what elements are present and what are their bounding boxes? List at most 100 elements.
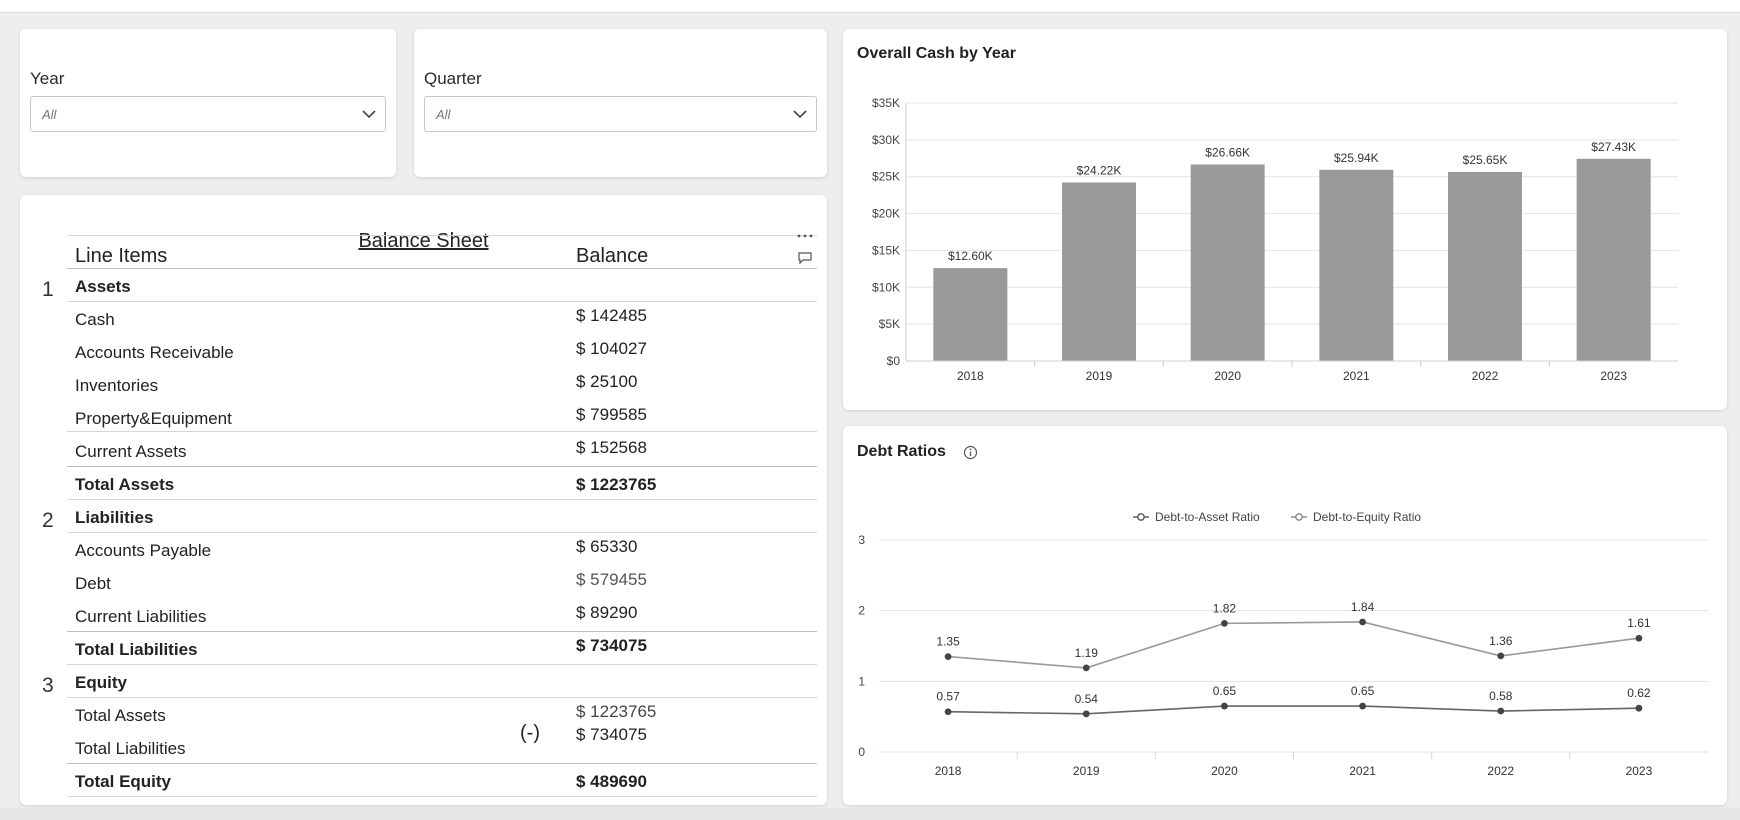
cash-bar-chart: $0 $5K $10K $15K $20K $25K $30K $35K $12.60K 2018… <box>872 96 1678 383</box>
column-header-balance[interactable]: Balance <box>576 245 649 267</box>
data-point <box>944 708 952 716</box>
ellipsis-icon[interactable] <box>796 232 814 240</box>
y-tick-label: $10K <box>872 280 900 294</box>
total-row[interactable]: Total Liabilities $ 734075 <box>75 636 647 659</box>
data-label: 0.65 <box>1351 684 1375 698</box>
data-label: $12.60K <box>948 249 993 263</box>
year-filter-label: Year <box>30 69 65 88</box>
data-point <box>944 653 952 660</box>
data-label: $27.43K <box>1591 140 1636 154</box>
section-header-liabilities[interactable]: Liabilities <box>75 508 154 527</box>
top-bar <box>0 0 1740 13</box>
data-point <box>1082 664 1090 672</box>
section-number: 2 <box>42 509 54 532</box>
quarter-filter-label: Quarter <box>424 69 482 88</box>
y-tick-label: 0 <box>858 745 865 759</box>
y-tick-label: $0 <box>887 354 901 368</box>
data-label: 0.65 <box>1213 684 1237 698</box>
legend-label: Debt-to-Equity Ratio <box>1313 510 1421 524</box>
x-tick-label: 2019 <box>1086 369 1113 383</box>
year-filter-card: Year All <box>20 29 396 177</box>
bar <box>1576 158 1651 361</box>
series-line <box>948 621 1640 669</box>
bar <box>1448 171 1522 361</box>
y-tick-label: 2 <box>858 604 865 618</box>
data-label: 1.35 <box>936 635 960 649</box>
table-row[interactable]: Property&Equipment $ 799585 <box>75 405 647 428</box>
quarter-select[interactable]: All <box>424 96 817 132</box>
balance-sheet-card: Balance Sheet Line Items Balance 1 Asset… <box>20 195 827 805</box>
data-point <box>1359 618 1366 626</box>
data-label: $24.22K <box>1077 163 1122 177</box>
table-row[interactable]: Total Liabilities $ 734075 <box>75 725 647 758</box>
x-tick-label: 2020 <box>1211 764 1238 778</box>
x-tick-label: 2022 <box>1487 764 1514 778</box>
bar <box>933 268 1008 361</box>
chevron-down-icon <box>362 110 376 119</box>
chart-title: Debt Ratios <box>857 443 946 460</box>
data-point <box>1359 702 1366 710</box>
y-tick-label: 1 <box>858 674 865 688</box>
y-tick-label: $5K <box>879 317 900 331</box>
table-row[interactable]: Debt $ 579455 <box>75 570 647 593</box>
x-tick-label: 2021 <box>1343 369 1370 383</box>
cash-chart-card: Overall Cash by Year $0 $5K $10K $15K $20K $2… <box>843 29 1727 410</box>
bottom-strip <box>0 808 1740 820</box>
x-tick-label: 2018 <box>935 764 962 778</box>
chart-title: Overall Cash by Year <box>857 45 1016 62</box>
bar <box>1319 169 1394 361</box>
data-label: 0.54 <box>1075 692 1099 706</box>
subtraction-operator: (-) <box>520 722 540 744</box>
y-tick-label: $25K <box>872 170 900 184</box>
x-tick-label: 2018 <box>957 369 984 383</box>
table-row[interactable]: Cash $ 142485 <box>75 306 647 329</box>
data-label: $25.65K <box>1463 153 1508 167</box>
section-number: 3 <box>42 674 54 697</box>
data-point <box>1497 652 1505 660</box>
y-tick-label: $35K <box>872 96 900 110</box>
x-tick-label: 2023 <box>1600 369 1627 383</box>
y-tick-label: $30K <box>872 133 900 147</box>
data-label: 1.19 <box>1075 646 1099 660</box>
year-select-value: All <box>42 107 57 122</box>
year-select[interactable]: All <box>30 96 386 132</box>
bar <box>1062 182 1136 361</box>
x-tick-label: 2021 <box>1349 764 1376 778</box>
chevron-down-icon <box>793 110 807 119</box>
x-tick-label: 2022 <box>1472 369 1499 383</box>
section-header-equity[interactable]: Equity <box>75 673 127 692</box>
x-tick-label: 2020 <box>1214 369 1241 383</box>
total-row[interactable]: Total Assets $ 1223765 <box>75 475 657 494</box>
data-point <box>1082 710 1090 718</box>
table-row[interactable]: Current Assets $ 152568 <box>75 438 647 461</box>
debt-ratios-card: Debt Ratios 0 1 2 3 2018 2019 2020 2021 2022 2023… <box>843 426 1727 805</box>
table-row[interactable]: Accounts Receivable $ 104027 <box>75 339 647 362</box>
data-label: 1.61 <box>1627 616 1651 630</box>
y-tick-label: $15K <box>872 243 900 257</box>
table-row[interactable]: Accounts Payable $ 65330 <box>75 537 638 560</box>
data-point <box>1497 707 1505 715</box>
balance-sheet-table <box>67 235 817 795</box>
data-label: 0.57 <box>936 690 960 704</box>
data-label: 0.62 <box>1627 686 1651 700</box>
bar <box>1190 164 1265 361</box>
quarter-select-value: All <box>436 107 451 122</box>
table-row[interactable]: Inventories $ 25100 <box>75 372 638 395</box>
column-header-line-items[interactable]: Line Items <box>75 245 168 267</box>
info-icon[interactable] <box>963 445 978 460</box>
y-tick-label: 3 <box>858 533 865 547</box>
data-label: 0.58 <box>1489 689 1513 703</box>
x-tick-label: 2023 <box>1626 764 1653 778</box>
debt-ratio-line-chart: 0 1 2 3 2018 2019 2020 2021 2022 2023 Debt-to-Asse… <box>858 510 1708 778</box>
section-header-assets[interactable]: Assets <box>75 277 131 296</box>
comment-icon[interactable] <box>797 251 813 265</box>
table-row[interactable]: Current Liabilities $ 89290 <box>75 603 638 626</box>
data-point <box>1635 634 1643 642</box>
total-row[interactable]: Total Equity $ 489690 <box>75 772 647 791</box>
data-label: $26.66K <box>1205 145 1250 159</box>
y-tick-label: $20K <box>872 207 900 221</box>
quarter-filter-card: Quarter All <box>414 29 827 177</box>
table-row[interactable]: Total Assets $ 1223765 <box>75 702 657 725</box>
legend-label: Debt-to-Asset Ratio <box>1155 510 1260 524</box>
data-label: 1.36 <box>1489 634 1513 648</box>
